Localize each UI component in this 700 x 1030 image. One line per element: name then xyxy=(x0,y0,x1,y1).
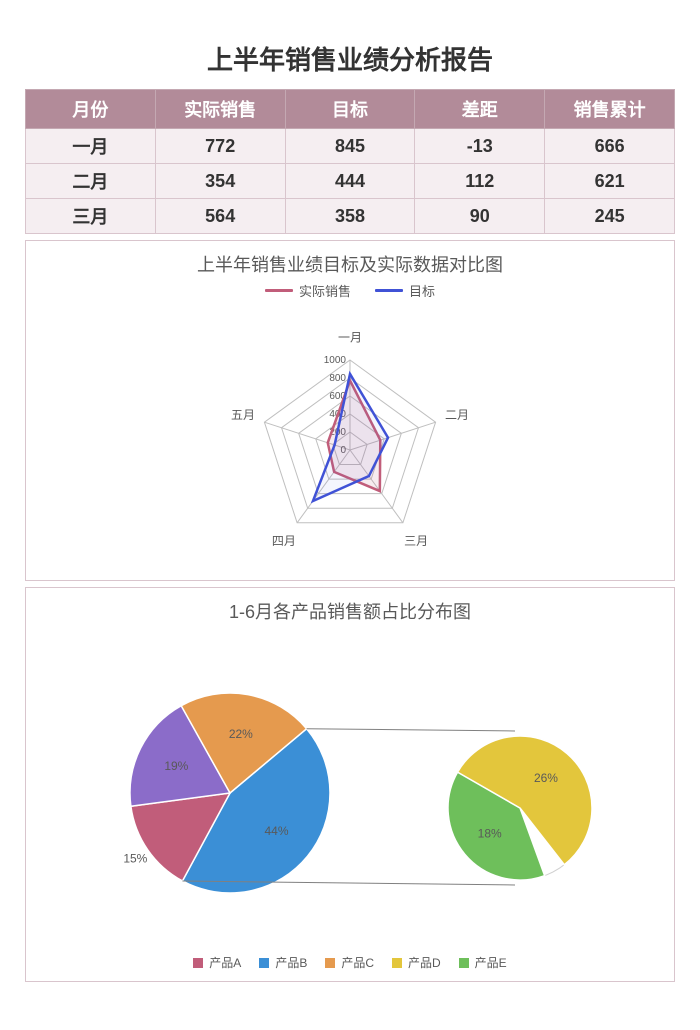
radar-legend: 实际销售 目标 xyxy=(26,281,674,300)
legend-label: 实际销售 xyxy=(299,281,351,300)
table-row: 三月56435890245 xyxy=(26,199,675,234)
legend-swatch xyxy=(392,958,402,968)
legend-label: 产品C xyxy=(341,954,374,971)
table-cell: 354 xyxy=(155,164,285,199)
legend-item: 产品E xyxy=(459,954,507,971)
legend-label: 产品E xyxy=(475,954,507,971)
legend-item: 产品D xyxy=(392,954,441,971)
table-cell: 772 xyxy=(155,129,285,164)
pie-title: 1-6月各产品销售额占比分布图 xyxy=(26,588,674,628)
table-cell: 三月 xyxy=(26,199,156,234)
legend-label: 目标 xyxy=(409,281,435,300)
legend-swatch xyxy=(325,958,335,968)
legend-item: 产品C xyxy=(325,954,374,971)
table-cell: 564 xyxy=(155,199,285,234)
table-row: 二月354444112621 xyxy=(26,164,675,199)
svg-text:三月: 三月 xyxy=(404,534,428,548)
legend-swatch xyxy=(459,958,469,968)
legend-item: 产品B xyxy=(259,954,307,971)
table-cell: -13 xyxy=(415,129,545,164)
table-header: 月份 xyxy=(26,90,156,129)
radar-panel: 上半年销售业绩目标及实际数据对比图 实际销售目标 一月二月三月四月五月02004… xyxy=(25,240,675,581)
svg-text:19%: 19% xyxy=(164,759,188,773)
table-header: 实际销售 xyxy=(155,90,285,129)
table-cell: 二月 xyxy=(26,164,156,199)
svg-text:15%: 15% xyxy=(123,851,147,865)
radar-chart: 一月二月三月四月五月02004006008001000 xyxy=(30,300,670,580)
table-cell: 一月 xyxy=(26,129,156,164)
pie-legend: 产品A 产品B 产品C 产品D 产品E xyxy=(26,948,674,981)
table-cell: 845 xyxy=(285,129,415,164)
legend-label: 产品B xyxy=(275,954,307,971)
page-title: 上半年销售业绩分析报告 xyxy=(25,40,675,77)
svg-text:800: 800 xyxy=(329,373,346,384)
svg-text:二月: 二月 xyxy=(445,408,469,422)
table-header: 差距 xyxy=(415,90,545,129)
svg-text:22%: 22% xyxy=(229,727,253,741)
svg-text:18%: 18% xyxy=(478,826,502,840)
table-cell: 666 xyxy=(545,129,675,164)
table-header: 销售累计 xyxy=(545,90,675,129)
legend-swatch xyxy=(193,958,203,968)
radar-title: 上半年销售业绩目标及实际数据对比图 xyxy=(26,241,674,281)
legend-label: 产品D xyxy=(408,954,441,971)
legend-item: 目标 xyxy=(375,281,435,300)
legend-item: 实际销售 xyxy=(265,281,351,300)
pie-chart: 44% 15% 19% 22% 18% 26% xyxy=(30,628,670,948)
svg-text:四月: 四月 xyxy=(272,534,296,548)
svg-text:一月: 一月 xyxy=(338,331,362,345)
legend-item: 产品A xyxy=(193,954,241,971)
table-cell: 444 xyxy=(285,164,415,199)
table-cell: 90 xyxy=(415,199,545,234)
legend-swatch xyxy=(375,289,403,292)
svg-text:五月: 五月 xyxy=(231,408,255,422)
table-cell: 245 xyxy=(545,199,675,234)
svg-text:44%: 44% xyxy=(264,824,288,838)
table-cell: 112 xyxy=(415,164,545,199)
legend-label: 产品A xyxy=(209,954,241,971)
table-row: 一月772845-13666 xyxy=(26,129,675,164)
report-page: 上半年销售业绩分析报告 月份实际销售目标差距销售累计 一月772845-1366… xyxy=(0,0,700,1002)
pie-panel: 1-6月各产品销售额占比分布图 44%15%19%22%18%26% 产品A产品… xyxy=(25,587,675,982)
table-cell: 358 xyxy=(285,199,415,234)
legend-swatch xyxy=(259,958,269,968)
legend-swatch xyxy=(265,289,293,292)
svg-text:1000: 1000 xyxy=(324,355,347,366)
svg-text:26%: 26% xyxy=(534,771,558,785)
table-cell: 621 xyxy=(545,164,675,199)
sales-table: 月份实际销售目标差距销售累计 一月772845-13666二月354444112… xyxy=(25,89,675,234)
table-header: 目标 xyxy=(285,90,415,129)
